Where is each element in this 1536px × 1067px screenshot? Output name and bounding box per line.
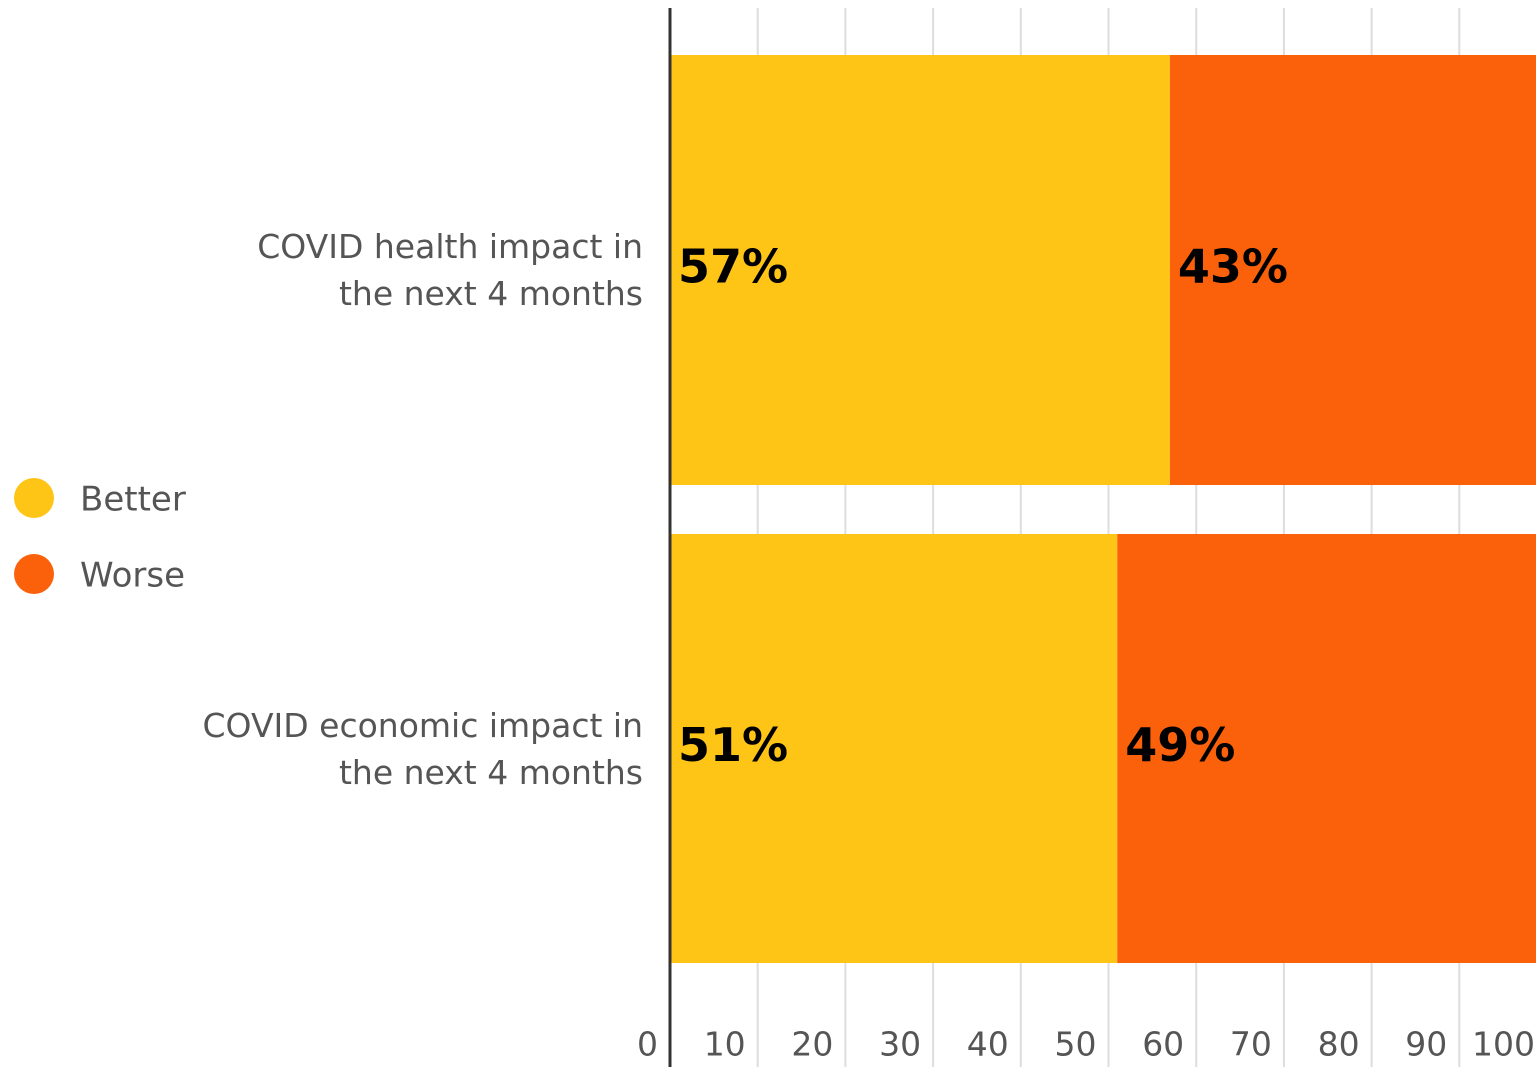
bar-segment bbox=[1169, 55, 1536, 485]
category-label: COVID health impact in the next 4 months bbox=[257, 227, 643, 313]
x-tick-label: 0 bbox=[637, 1025, 658, 1064]
legend-label: Worse bbox=[80, 556, 185, 596]
x-tick-label: 20 bbox=[791, 1025, 833, 1064]
x-tick-label: 90 bbox=[1405, 1025, 1447, 1064]
x-tick-label: 40 bbox=[967, 1025, 1009, 1064]
bar-segment bbox=[670, 55, 1170, 485]
x-tick-label: 30 bbox=[879, 1025, 921, 1064]
data-label: 43% bbox=[1178, 240, 1288, 294]
legend-label: Better bbox=[80, 480, 186, 520]
x-tick-label: 100 bbox=[1472, 1025, 1535, 1064]
bar-segment bbox=[670, 534, 1118, 963]
x-tick-label: 70 bbox=[1230, 1025, 1272, 1064]
bar-segment bbox=[1117, 534, 1536, 963]
data-label: 57% bbox=[678, 240, 788, 294]
category-label: COVID economic impact in the next 4 mont… bbox=[202, 705, 643, 792]
data-label: 51% bbox=[678, 718, 788, 772]
legend-marker bbox=[14, 478, 54, 518]
x-tick-label: 60 bbox=[1142, 1025, 1184, 1064]
x-tick-label: 10 bbox=[704, 1025, 746, 1064]
x-tick-label: 50 bbox=[1055, 1025, 1097, 1064]
x-tick-label: 80 bbox=[1318, 1025, 1360, 1064]
legend-marker bbox=[14, 554, 54, 594]
data-label: 49% bbox=[1125, 718, 1235, 772]
